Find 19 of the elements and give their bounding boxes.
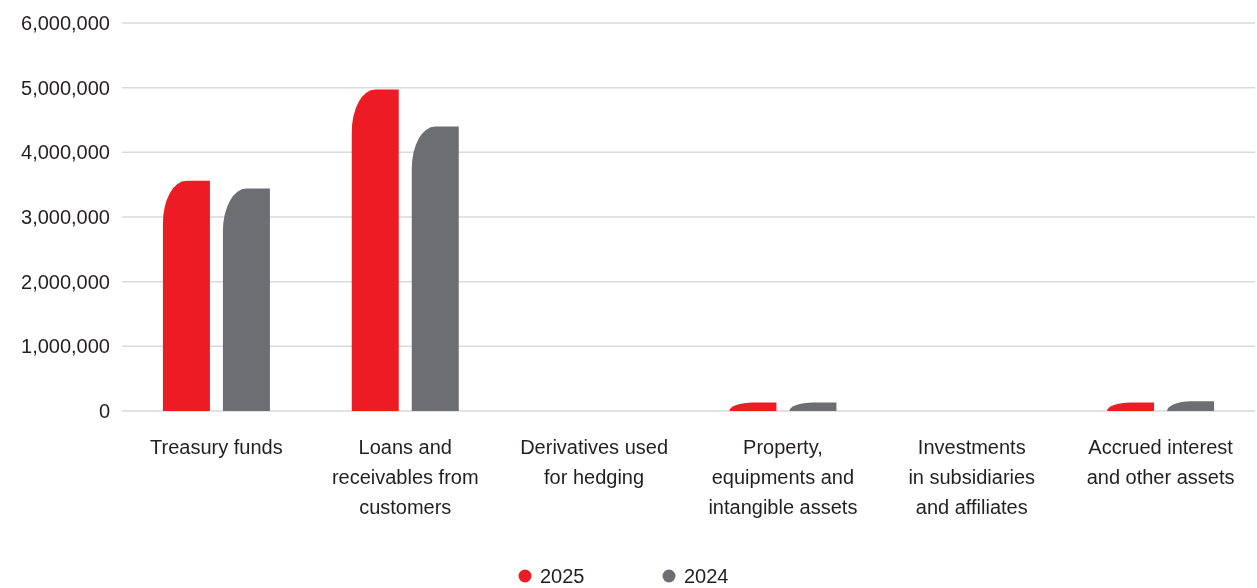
bar bbox=[222, 188, 270, 411]
legend-label: 2025 bbox=[540, 565, 585, 587]
bar bbox=[351, 89, 399, 411]
bar bbox=[162, 180, 210, 411]
x-tick-label: Derivatives used for hedging bbox=[520, 436, 669, 488]
x-tick-label: Investments in subsidiaries and affiliates bbox=[908, 436, 1036, 518]
y-tick-label: 0 bbox=[98, 400, 110, 422]
y-tick-label: 4,000,000 bbox=[21, 141, 110, 164]
y-tick-label: 5,000,000 bbox=[21, 76, 110, 99]
bar bbox=[411, 126, 459, 411]
x-tick-label: Property, equipments and intangible assets bbox=[708, 436, 858, 518]
y-tick-label: 1,000,000 bbox=[21, 335, 110, 358]
x-tick-label: Accrued interest and other assets bbox=[1086, 436, 1235, 488]
y-tick-label: 2,000,000 bbox=[21, 270, 110, 293]
y-tick-label: 6,000,000 bbox=[21, 12, 110, 34]
x-tick-label: Loans and receivables from customers bbox=[331, 436, 479, 518]
x-tick-label: Treasury funds bbox=[150, 436, 283, 458]
y-tick-label: 3,000,000 bbox=[21, 206, 110, 228]
legend-label: 2024 bbox=[684, 565, 729, 587]
